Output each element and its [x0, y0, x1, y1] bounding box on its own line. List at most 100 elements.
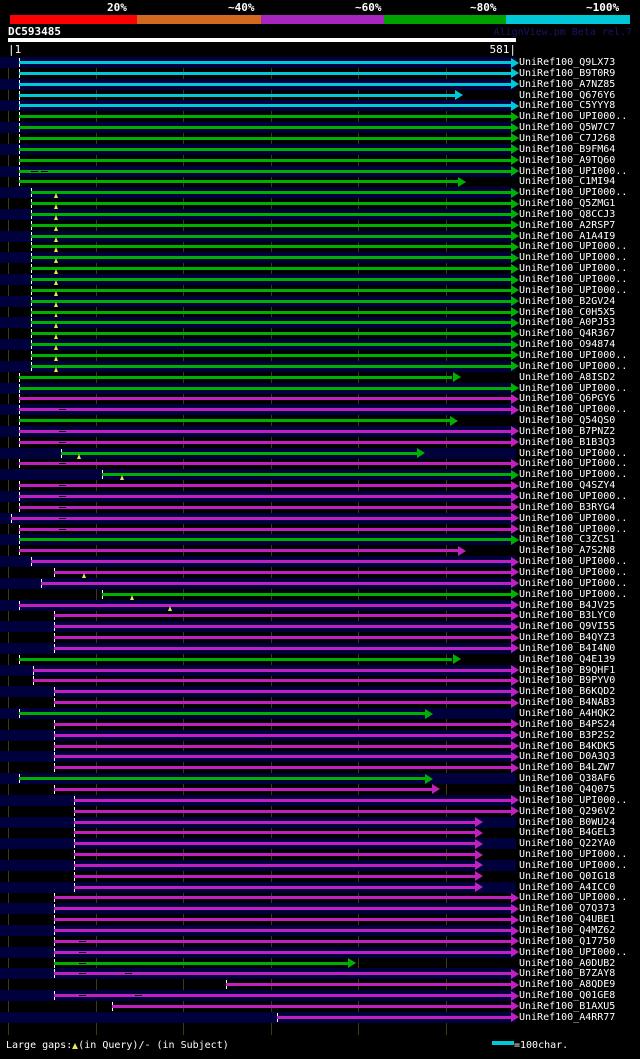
hit-row[interactable]: UniRef100_UPI000..: [0, 165, 640, 177]
hsp-bar[interactable]: [19, 440, 511, 444]
hit-label[interactable]: UniRef100_UPI000..: [519, 382, 628, 394]
hit-label[interactable]: UniRef100_UPI000..: [519, 263, 628, 275]
hit-label[interactable]: UniRef100_UPI000..: [519, 849, 628, 861]
hsp-bar[interactable]: [74, 809, 511, 813]
hit-label[interactable]: UniRef100_Q17750: [519, 935, 616, 947]
hit-row[interactable]: UniRef100_Q4SZY4: [0, 480, 640, 491]
hit-label[interactable]: UniRef100_B3LYC0: [519, 610, 616, 622]
hit-row[interactable]: UniRef100_B1B3Q3: [0, 437, 640, 448]
hit-label[interactable]: UniRef100_B7PNZ2: [519, 425, 616, 437]
hsp-bar[interactable]: [19, 158, 511, 162]
hsp-bar[interactable]: [19, 484, 511, 488]
hsp-bar[interactable]: [74, 874, 476, 878]
hsp-bar[interactable]: [101, 473, 511, 477]
hit-label[interactable]: UniRef100_UPI000..: [519, 523, 628, 535]
hit-label[interactable]: UniRef100_Q22YA0: [519, 838, 616, 850]
hit-label[interactable]: UniRef100_Q6PGY6: [519, 393, 616, 405]
hit-row[interactable]: UniRef100_B6KQD2: [0, 686, 640, 698]
hsp-bar[interactable]: [53, 636, 511, 640]
hsp-bar[interactable]: [19, 147, 511, 151]
hit-label[interactable]: UniRef100_UPI000..: [519, 491, 628, 502]
hit-label[interactable]: UniRef100_B3RYG4: [519, 501, 616, 513]
hsp-bar[interactable]: [53, 733, 511, 737]
hit-label[interactable]: UniRef100_UPI000..: [519, 252, 628, 264]
hit-label[interactable]: UniRef100_A4HQK2: [519, 708, 616, 719]
hit-row[interactable]: UniRef100_A4ICC0: [0, 881, 640, 893]
hit-label[interactable]: UniRef100_A8QDE9: [519, 979, 616, 991]
hit-label[interactable]: UniRef100_UPI000..: [519, 447, 628, 459]
hit-row[interactable]: UniRef100_Q296V2: [0, 806, 640, 817]
hit-row[interactable]: UniRef100_Q8CCJ3: [0, 208, 640, 220]
hit-label[interactable]: UniRef100_UPI000..: [519, 859, 628, 871]
hit-row[interactable]: UniRef100_Q9VI55: [0, 621, 640, 633]
hsp-bar[interactable]: [30, 212, 511, 216]
hit-label[interactable]: UniRef100_A9TQ60: [519, 154, 616, 166]
hit-row[interactable]: UniRef100_A8QDE9: [0, 979, 640, 990]
hsp-bar[interactable]: [74, 798, 511, 802]
hit-label[interactable]: UniRef100_UPI000..: [519, 588, 628, 600]
hsp-bar[interactable]: [30, 310, 511, 314]
hit-row[interactable]: UniRef100_UPI000..: [0, 859, 640, 871]
hit-row[interactable]: UniRef100_UPI000..: [0, 350, 640, 361]
hsp-bar[interactable]: [30, 202, 511, 206]
hit-row[interactable]: UniRef100_Q6PGY6: [0, 393, 640, 404]
hit-label[interactable]: UniRef100_B4KDK5: [519, 740, 616, 752]
hit-row[interactable]: UniRef100_B4QYZ3: [0, 632, 640, 643]
hit-row[interactable]: UniRef100_B9PYV0: [0, 675, 640, 686]
hsp-bar[interactable]: [19, 462, 511, 466]
hsp-bar[interactable]: [30, 560, 511, 564]
hit-label[interactable]: UniRef100_Q0IG18: [519, 870, 616, 882]
hsp-bar[interactable]: [19, 419, 450, 423]
hsp-bar[interactable]: [30, 343, 511, 347]
hit-label[interactable]: UniRef100_Q7Q373: [519, 903, 616, 915]
hsp-bar[interactable]: [277, 1015, 511, 1019]
hsp-bar[interactable]: [53, 918, 511, 922]
hsp-bar[interactable]: [19, 71, 511, 75]
hsp-bar[interactable]: [19, 657, 453, 661]
hsp-bar[interactable]: [30, 364, 511, 368]
hit-label[interactable]: UniRef100_B9QHF1: [519, 664, 616, 676]
hsp-bar[interactable]: [53, 722, 511, 726]
hit-label[interactable]: UniRef100_B4I4N0: [519, 642, 616, 654]
hsp-bar[interactable]: [19, 82, 511, 86]
hit-label[interactable]: UniRef100_Q4UBE1: [519, 914, 616, 926]
hsp-bar[interactable]: [19, 104, 511, 108]
hit-label[interactable]: UniRef100_C0H5X5: [519, 306, 616, 318]
hsp-bar[interactable]: [30, 353, 511, 357]
hit-label[interactable]: UniRef100_O94874: [519, 339, 616, 351]
hit-label[interactable]: UniRef100_A1A4I9: [519, 230, 616, 242]
hit-label[interactable]: UniRef100_Q4E139: [519, 653, 616, 665]
hit-label[interactable]: UniRef100_C5YYY8: [519, 100, 616, 112]
hsp-bar[interactable]: [19, 397, 511, 401]
hit-label[interactable]: UniRef100_UPI000..: [519, 165, 628, 177]
hsp-bar[interactable]: [53, 744, 511, 748]
hsp-bar[interactable]: [19, 386, 511, 390]
hit-label[interactable]: UniRef100_UPI000..: [519, 469, 628, 481]
hsp-bar[interactable]: [19, 527, 511, 531]
hit-label[interactable]: UniRef100_A2RSP7: [519, 219, 616, 231]
hit-row[interactable]: UniRef100_Q4MZ62: [0, 925, 640, 936]
hsp-bar[interactable]: [53, 570, 511, 574]
hit-label[interactable]: UniRef100_A7S2N8: [519, 545, 616, 557]
hit-label[interactable]: UniRef100_Q38AF6: [519, 773, 616, 785]
hsp-bar[interactable]: [53, 690, 511, 694]
hit-row[interactable]: UniRef100_C1MI94: [0, 176, 640, 187]
hsp-bar[interactable]: [30, 245, 511, 249]
hsp-bar[interactable]: [19, 375, 453, 379]
hit-row[interactable]: UniRef100_Q01GE8: [0, 990, 640, 1002]
hit-label[interactable]: UniRef100_Q4Q075: [519, 783, 616, 795]
hit-label[interactable]: UniRef100_A7NZ85: [519, 78, 616, 90]
hit-row[interactable]: UniRef100_UPI000..: [0, 946, 640, 958]
hit-row[interactable]: UniRef100_A1A4I9: [0, 230, 640, 242]
hit-row[interactable]: UniRef100_B7PNZ2: [0, 425, 640, 437]
hit-label[interactable]: UniRef100_UPI000..: [519, 512, 628, 524]
hit-row[interactable]: UniRef100_A9TQ60: [0, 155, 640, 166]
hsp-bar[interactable]: [19, 169, 511, 173]
hit-label[interactable]: UniRef100_B0WU24: [519, 816, 616, 828]
hit-row[interactable]: UniRef100_A7NZ85: [0, 78, 640, 90]
hsp-bar[interactable]: [53, 939, 511, 943]
hit-row[interactable]: UniRef100_B4PS24: [0, 719, 640, 730]
hsp-bar[interactable]: [19, 505, 511, 509]
hit-row[interactable]: UniRef100_UPI000..: [0, 892, 640, 903]
hit-label[interactable]: UniRef100_B4NAB3: [519, 697, 616, 709]
